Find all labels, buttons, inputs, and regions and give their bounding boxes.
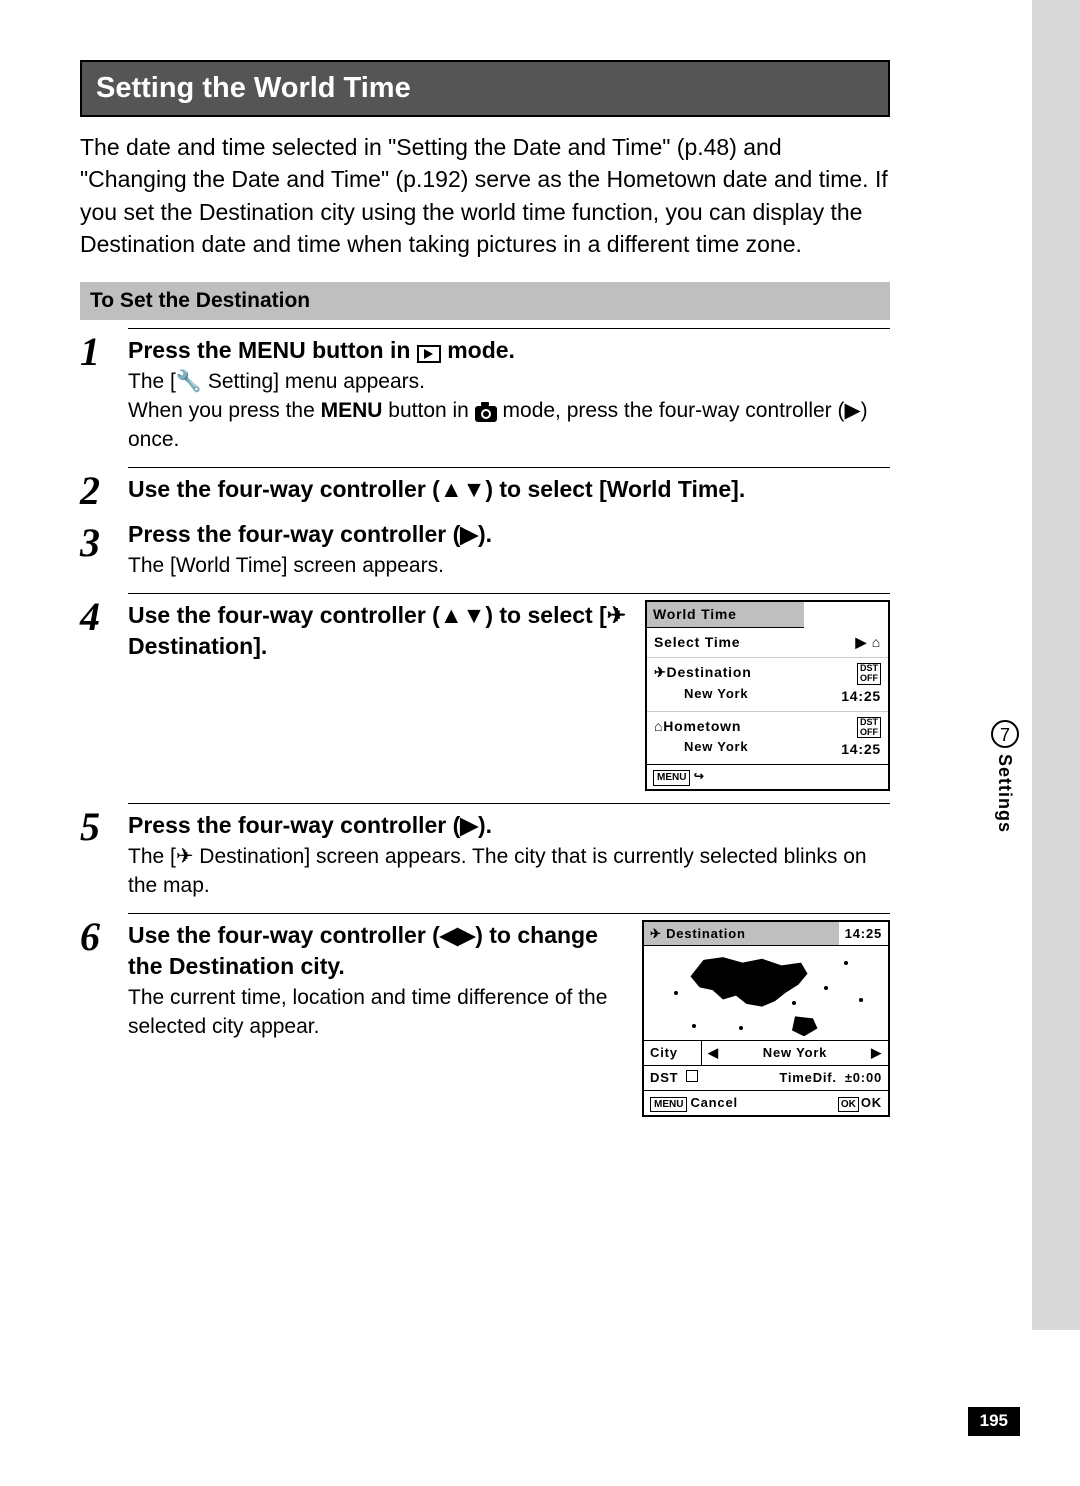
right-arrow-icon: ▶ [845, 399, 861, 422]
step-number: 2 [80, 467, 128, 513]
step-detail: The [✈ Destination] screen appears. The … [128, 843, 890, 901]
step-instruction: Use the four-way controller (▲▼) to sele… [128, 474, 890, 505]
step-1: 1 Press the MENU button in mode. The [🔧 … [80, 328, 890, 465]
lcd-destination-label: ✈Destination [654, 663, 752, 685]
step-instruction: Press the four-way controller (▶). [128, 810, 890, 841]
playback-mode-icon [417, 345, 441, 363]
dst-checkbox-icon [686, 1070, 698, 1082]
lcd-time: 14:25 [839, 922, 888, 946]
selected-city-dot [792, 1001, 796, 1005]
lcd-dst-label: DST [650, 1069, 678, 1087]
camera-mode-icon [475, 406, 497, 422]
lcd-hometown-city: New York [654, 738, 748, 759]
lcd-destination-time: 14:25 [841, 687, 881, 706]
lcd-title: World Time [647, 602, 804, 628]
step-detail: The [🔧 Setting] menu appears. [128, 368, 890, 397]
step-4: 4 Use the four-way controller (▲▼) to se… [80, 593, 890, 801]
chapter-number: 7 [991, 720, 1019, 748]
step-number: 3 [80, 519, 128, 565]
menu-button-icon: MENU [653, 770, 690, 786]
lcd-hometown-label: ⌂Hometown [654, 717, 741, 739]
menu-label: MENU [238, 337, 306, 363]
right-gray-margin [1032, 0, 1080, 1330]
step-detail: The [World Time] screen appears. [128, 552, 890, 581]
return-icon: ↩ [693, 768, 704, 784]
steps-list: 1 Press the MENU button in mode. The [🔧 … [80, 328, 890, 1127]
lcd-cancel-label: Cancel [690, 1095, 737, 1110]
text: mode, press the four-way controller ( [497, 399, 845, 422]
chapter-tab: 7 Settings [990, 720, 1020, 833]
text: The [ [128, 370, 176, 393]
step-number: 4 [80, 593, 128, 639]
left-arrow-icon: ◀ [708, 1044, 719, 1062]
right-arrow-icon: ▶ [871, 1044, 882, 1062]
lcd-timedif-value: ±0:00 [845, 1069, 882, 1087]
step-detail: When you press the MENU button in mode, … [128, 397, 890, 455]
dst-off-icon: DSTOFF [857, 663, 881, 685]
text: button in [382, 399, 474, 422]
text: Setting] menu appears. [202, 370, 425, 393]
lcd-select-time-label: Select Time [654, 633, 740, 652]
step-instruction: Press the MENU button in mode. [128, 335, 890, 366]
step-instruction: Press the four-way controller (▶). [128, 519, 890, 550]
page-number: 195 [968, 1407, 1020, 1436]
menu-label: MENU [321, 399, 383, 422]
lcd-ok-label: OK [861, 1095, 882, 1110]
step-instruction: Use the four-way controller (▲▼) to sele… [128, 600, 631, 662]
step-detail: The current time, location and time diff… [128, 984, 628, 1042]
manual-page: Setting the World Time The date and time… [0, 0, 970, 1167]
step-number: 1 [80, 328, 128, 374]
text: button in [306, 337, 417, 363]
ok-button-icon: OK [838, 1097, 859, 1113]
step-6: 6 Use the four-way controller (◀▶) to ch… [80, 913, 890, 1127]
text: Press the [128, 337, 238, 363]
section-title: Setting the World Time [80, 60, 890, 117]
text: When you press the [128, 399, 321, 422]
lcd-world-time-screen: World Time Select Time ▶ ⌂ ✈Destination [645, 600, 890, 791]
step-3: 3 Press the four-way controller (▶). The… [80, 519, 890, 591]
step-number: 6 [80, 913, 128, 959]
wrench-icon: 🔧 [176, 370, 202, 393]
lcd-select-time-value: ▶ ⌂ [855, 633, 881, 652]
lcd-timedif-label: TimeDif. [779, 1069, 836, 1087]
menu-button-icon: MENU [650, 1097, 687, 1113]
lcd-destination-header: ✈ Destination [644, 922, 839, 946]
chapter-label: Settings [993, 754, 1017, 833]
lcd-destination-screen: ✈ Destination 14:25 [642, 920, 890, 1117]
step-instruction: Use the four-way controller (◀▶) to chan… [128, 920, 628, 982]
step-5: 5 Press the four-way controller (▶). The… [80, 803, 890, 911]
lcd-destination-city: New York [654, 685, 748, 706]
subsection-heading: To Set the Destination [80, 282, 890, 320]
lcd-city-label: City [644, 1041, 702, 1065]
lcd-city-value: New York [763, 1044, 827, 1062]
step-2: 2 Use the four-way controller (▲▼) to se… [80, 467, 890, 517]
lcd-world-map [644, 946, 888, 1041]
intro-paragraph: The date and time selected in "Setting t… [80, 131, 890, 260]
dst-off-icon: DSTOFF [857, 717, 881, 739]
lcd-hometown-time: 14:25 [841, 740, 881, 759]
step-number: 5 [80, 803, 128, 849]
text: mode. [441, 337, 515, 363]
